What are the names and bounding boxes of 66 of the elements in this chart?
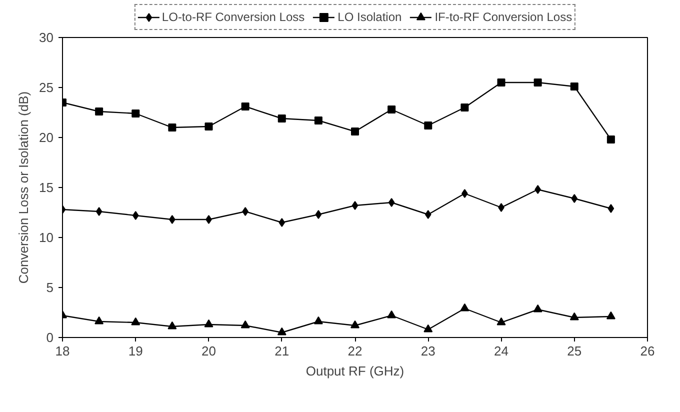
point [277, 327, 286, 336]
point [388, 198, 395, 207]
point [606, 311, 616, 320]
point [350, 320, 360, 328]
point [462, 189, 468, 198]
x-tick-label: 19 [128, 344, 143, 358]
x-axis-title: Output RF (GHz) [306, 364, 404, 378]
x-tick-label: 18 [55, 344, 70, 358]
y-axis-title: Conversion Loss or Isolation (dB) [16, 91, 32, 284]
point [497, 78, 506, 86]
point [571, 194, 578, 203]
point [168, 124, 176, 132]
point [460, 104, 469, 112]
point [314, 316, 323, 324]
point [387, 310, 396, 318]
point [498, 203, 504, 212]
legend-label: LO-to-RF Conversion Loss [162, 10, 305, 24]
point [204, 319, 214, 328]
y-tick-label: 10 [39, 230, 54, 245]
point [206, 215, 212, 224]
point [278, 218, 286, 227]
point [169, 215, 176, 224]
point [204, 122, 213, 130]
legend-label: IF-to-RF Conversion Loss [434, 10, 572, 24]
x-tick-label: 22 [348, 344, 362, 358]
point [533, 304, 542, 312]
point [278, 114, 286, 122]
point [608, 204, 614, 213]
point [240, 320, 250, 328]
point [424, 210, 432, 219]
y-tick-label: 20 [39, 130, 54, 145]
point [96, 207, 102, 216]
point [352, 201, 358, 210]
x-tick-label: 23 [420, 344, 436, 358]
x-tick-label: 20 [202, 344, 216, 358]
point [314, 116, 322, 124]
y-tick-label: 25 [39, 80, 54, 95]
point [424, 122, 432, 130]
point [351, 128, 359, 136]
point [315, 210, 322, 219]
point [570, 82, 578, 90]
point [606, 136, 615, 144]
point [534, 185, 541, 194]
point [94, 316, 104, 324]
point [460, 303, 470, 312]
point [424, 324, 433, 332]
y-tick-label: 5 [46, 280, 54, 295]
y-tick-label: 30 [39, 30, 54, 45]
x-tick-label: 21 [274, 344, 290, 358]
y-tick-label: 0 [46, 330, 54, 345]
point [132, 110, 140, 118]
point [570, 312, 579, 320]
point [131, 317, 140, 326]
y-tick-label: 15 [39, 180, 54, 195]
x-tick-label: 24 [494, 344, 508, 358]
point [534, 78, 542, 86]
point [388, 106, 396, 114]
point [132, 211, 139, 220]
point [242, 207, 248, 216]
point [496, 317, 506, 326]
point [95, 108, 104, 116]
x-tick-label: 26 [640, 344, 655, 358]
point [168, 321, 177, 330]
legend-label: LO Isolation [338, 10, 402, 24]
x-tick-label: 25 [567, 344, 582, 358]
point [241, 102, 250, 110]
